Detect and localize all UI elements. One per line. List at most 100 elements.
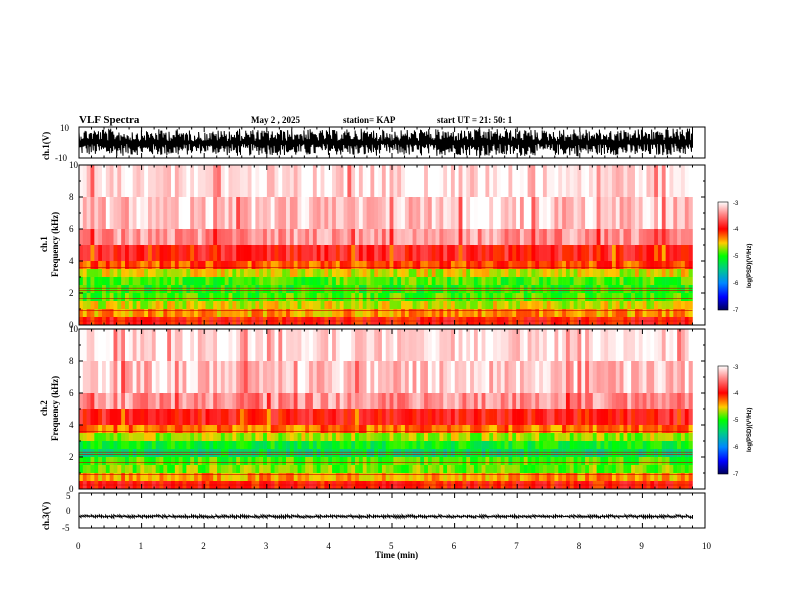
spectrogram-cell <box>94 425 99 433</box>
spectrogram-cell <box>213 465 218 473</box>
spectrogram-cell <box>335 393 341 409</box>
spectrogram-cell <box>680 245 686 261</box>
spectrogram-cell <box>600 269 605 277</box>
spectrogram-cell <box>94 197 99 229</box>
spectrogram-cell <box>565 301 571 309</box>
spectrogram-cell <box>113 473 118 481</box>
spectrogram-cell <box>585 473 590 481</box>
spectrogram-cell <box>585 309 590 317</box>
spectrogram-cell <box>213 425 218 433</box>
spectrogram-cell <box>266 229 272 245</box>
spectrogram-cell <box>650 197 655 229</box>
spectrogram-cell <box>412 409 417 425</box>
spectrogram-cell <box>554 293 559 301</box>
spectrogram-cell <box>615 441 620 449</box>
spectrogram-cell <box>274 425 279 433</box>
spectrogram-cell <box>312 269 318 277</box>
spectrogram-cell <box>462 301 467 309</box>
spectrogram-cell <box>136 229 141 245</box>
spectrogram-cell <box>504 165 509 197</box>
spectrogram-cell <box>473 433 479 441</box>
spectrogram-cell <box>125 309 130 317</box>
spectrogram-cell <box>309 457 314 465</box>
spectrogram-cell <box>688 425 693 433</box>
spectrogram-cell <box>443 277 448 285</box>
spectrogram-cell <box>132 425 137 433</box>
spectrogram-cell <box>546 293 551 301</box>
spectrogram-cell <box>213 301 218 309</box>
spectrogram-cell <box>125 449 130 457</box>
spectrogram-cell <box>343 409 348 425</box>
spectrogram-cell <box>585 425 590 433</box>
spectrogram-cell <box>320 277 325 285</box>
spectrogram-cell <box>634 425 640 433</box>
spectrogram-cell <box>324 409 329 425</box>
spectrogram-cell <box>335 293 341 301</box>
spectrogram-cell <box>125 229 130 245</box>
spectrogram-cell <box>90 361 95 393</box>
spectrogram-cell <box>535 269 540 277</box>
spectrogram-cell <box>232 309 237 317</box>
spectrogram-cell <box>458 261 463 269</box>
spectrogram-cell <box>171 309 176 317</box>
spectrogram-cell <box>102 409 107 425</box>
spectrogram-cell <box>289 465 295 473</box>
spectrogram-cell <box>190 473 195 481</box>
spectrogram-cell <box>374 165 379 197</box>
spectrogram-cell <box>539 197 544 229</box>
spectrogram-cell <box>408 449 413 457</box>
spectrogram-cell <box>301 261 306 269</box>
spectrogram-cell <box>634 361 640 393</box>
spectrogram-cell <box>297 425 302 433</box>
spectrogram-cell <box>404 473 410 481</box>
spectrogram-cell <box>611 245 617 261</box>
spectrogram-cell <box>669 245 674 261</box>
spectrogram-cell <box>370 277 375 285</box>
spectrogram-cell <box>493 293 498 301</box>
spectrogram-cell <box>454 409 459 425</box>
spectrogram-cell <box>86 329 91 361</box>
spectrogram-cell <box>82 229 87 245</box>
spectrogram-cell <box>190 465 195 473</box>
spectrogram-cell <box>688 301 693 309</box>
spectrogram-cell <box>385 449 390 457</box>
spectrogram-cell <box>638 277 643 285</box>
spectrogram-cell <box>266 245 272 261</box>
spectrogram-cell <box>470 329 475 361</box>
spectrogram-cell <box>362 277 367 285</box>
spectrogram-cell <box>592 285 597 293</box>
spectrogram-cell <box>466 229 471 245</box>
spectrogram-cell <box>512 285 517 293</box>
spectrogram-cell <box>117 457 122 465</box>
spectrogram-cell <box>366 393 371 409</box>
spectrogram-cell <box>416 457 421 465</box>
spectrogram-cell <box>205 465 210 473</box>
spectrogram-cell <box>389 393 394 409</box>
spectrogram-cell <box>312 433 318 441</box>
spectrogram-cell <box>309 197 314 229</box>
spectrogram-cell <box>401 393 406 409</box>
spectrogram-cell <box>259 261 264 269</box>
spectrogram-cell <box>320 449 325 457</box>
spectrogram-cell <box>496 441 502 449</box>
spectrogram-cell <box>420 309 425 317</box>
spectrogram-cell <box>117 449 122 457</box>
spectrogram-cell <box>397 449 402 457</box>
spectrogram-cell <box>128 465 133 473</box>
spectrogram-cell <box>539 433 544 441</box>
spectrogram-cell <box>220 229 225 245</box>
spectrogram-cell <box>631 261 636 269</box>
spectrogram-cell <box>251 229 256 245</box>
spectrogram-cell <box>646 457 651 465</box>
spectrogram-cell <box>489 309 494 317</box>
spectrogram-cell <box>186 425 191 433</box>
spectrogram-cell <box>581 409 586 425</box>
spectrogram-cell <box>171 433 176 441</box>
spectrogram-cell <box>339 449 344 457</box>
spectrogram-cell <box>266 457 272 465</box>
spectrogram-cell <box>194 361 199 393</box>
spectrogram-cell <box>673 425 678 433</box>
spectrogram-cell <box>339 433 344 441</box>
spectrogram-cell <box>596 329 601 361</box>
spectrogram-cell <box>489 393 494 409</box>
